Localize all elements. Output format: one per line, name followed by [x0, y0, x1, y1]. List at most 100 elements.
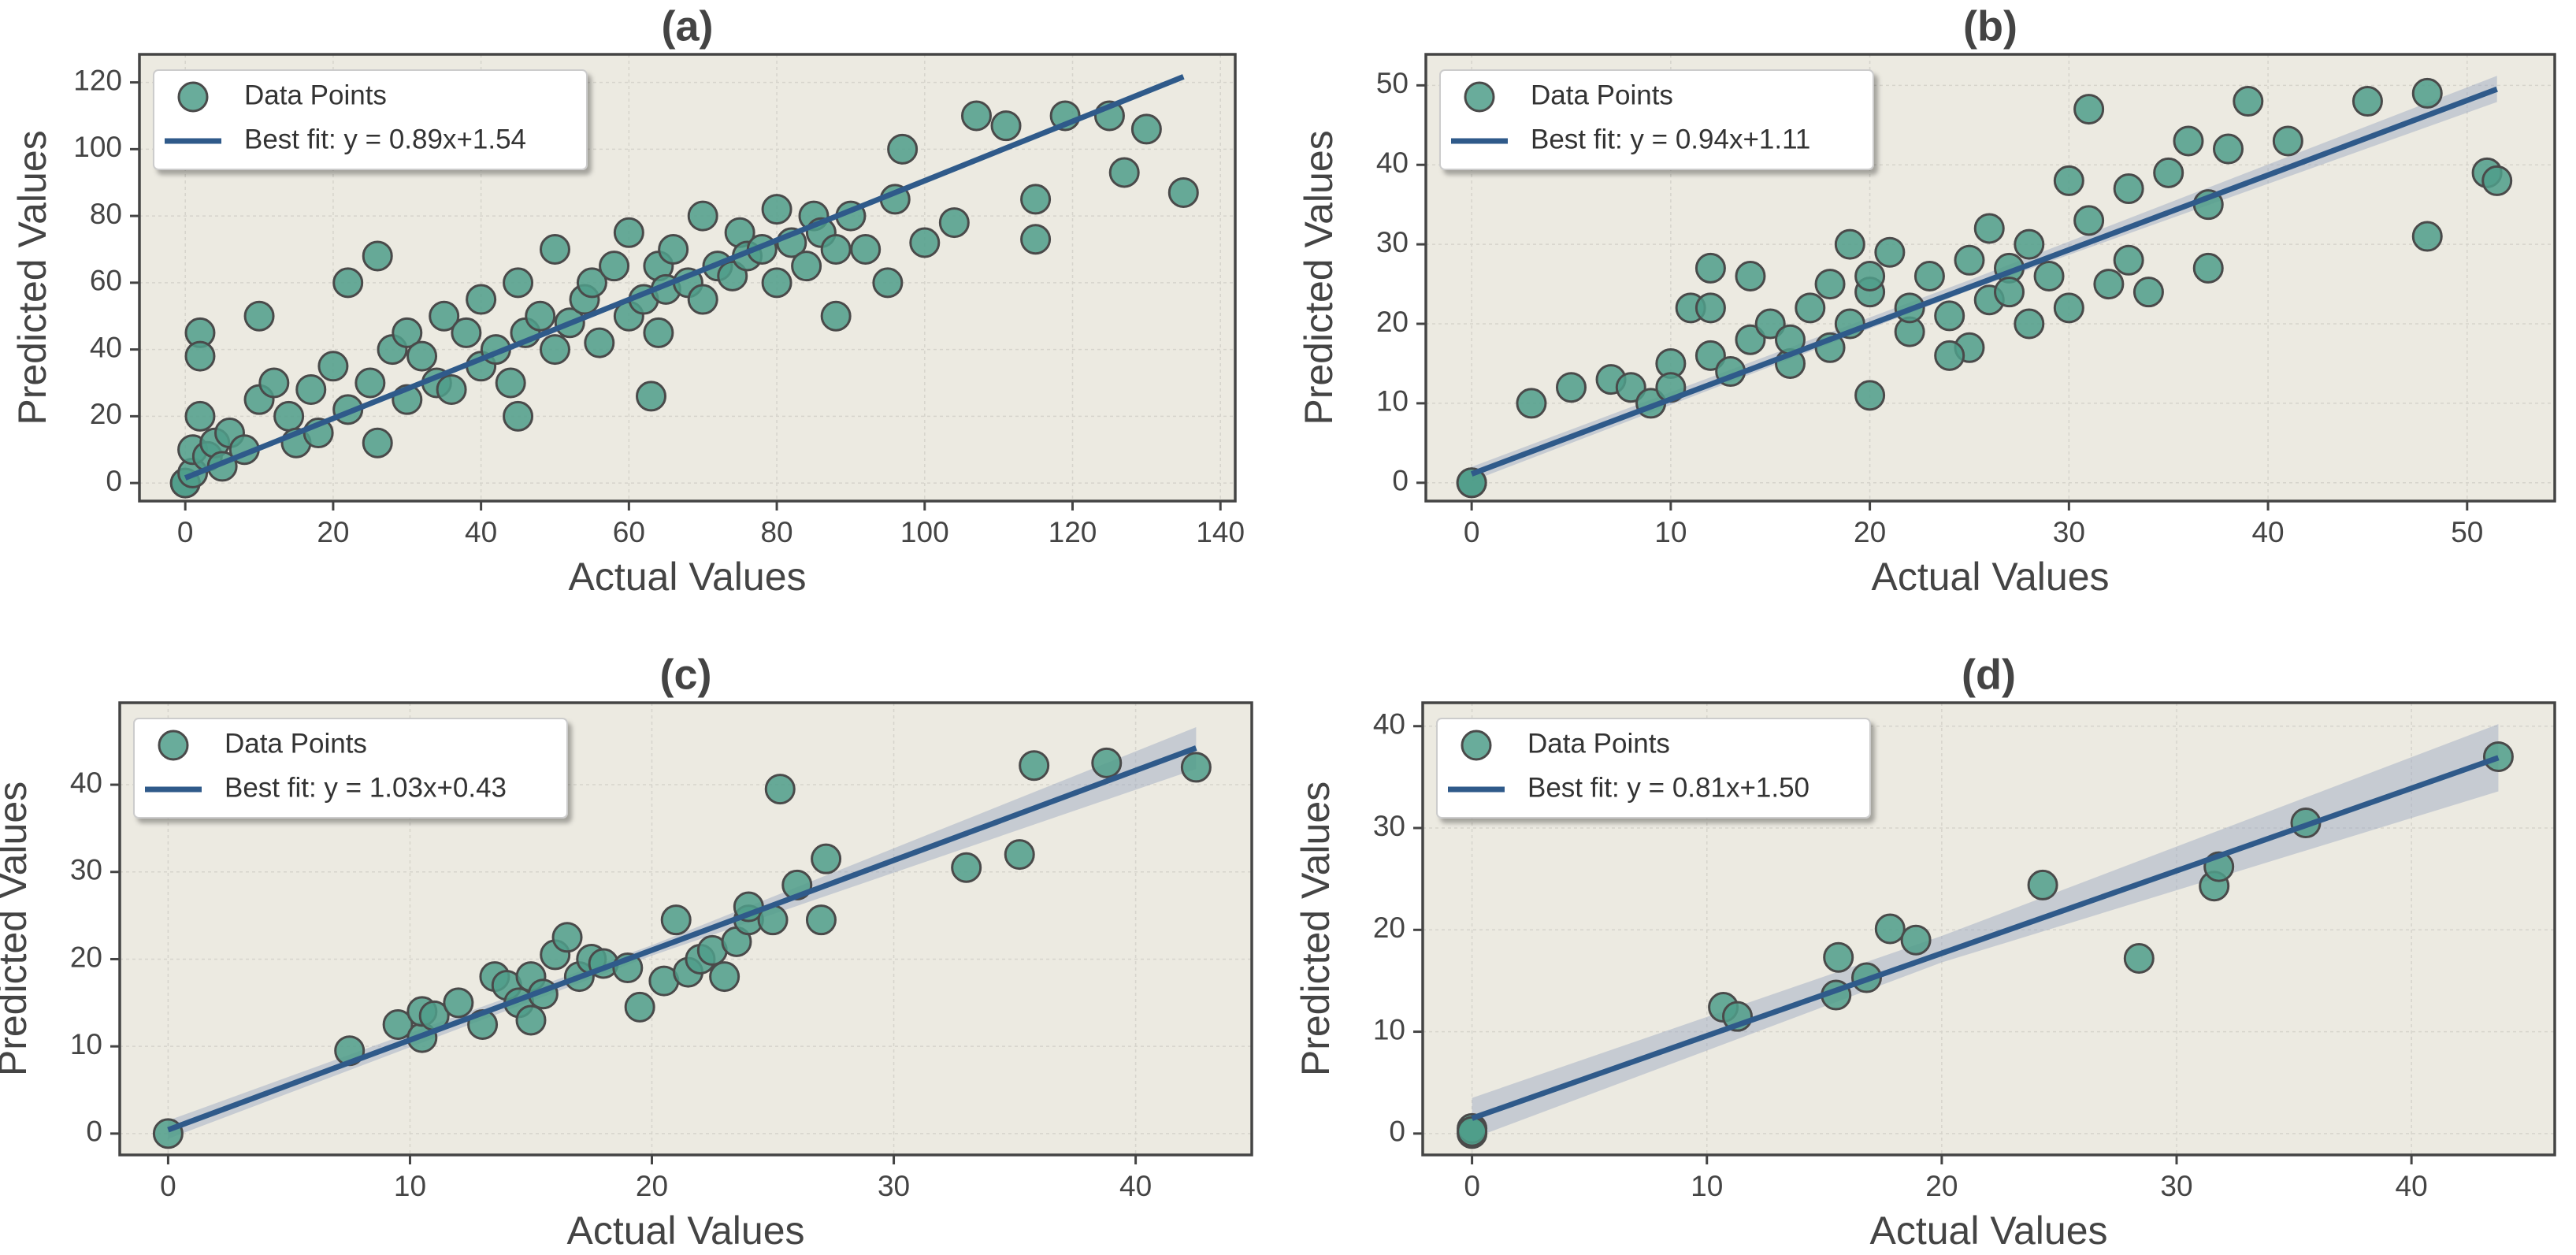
data-point: [2053, 292, 2084, 324]
data-point: [820, 233, 852, 265]
data-point: [2481, 165, 2513, 196]
x-tick-label: 40: [2396, 1170, 2428, 1202]
y-tick-label: 0: [1389, 1116, 1405, 1148]
legend-label: Data Points: [244, 80, 387, 110]
x-tick-label: 0: [160, 1170, 176, 1202]
data-point: [660, 904, 692, 936]
x-tick-label: 30: [2160, 1170, 2192, 1202]
x-tick-label: 40: [465, 516, 497, 548]
data-point: [429, 300, 460, 332]
data-point: [624, 991, 655, 1023]
data-point: [2233, 86, 2264, 117]
y-tick-label: 20: [70, 941, 102, 973]
data-point: [2014, 228, 2045, 260]
subplot: 0 10 20 30 40 50 0 10 20 30 40 50 (b) Actual Values Pr…: [1297, 2, 2556, 599]
data-point: [503, 400, 534, 432]
data-point: [495, 367, 526, 399]
data-point: [184, 400, 216, 432]
data-point: [515, 1004, 547, 1036]
data-point: [1555, 372, 1587, 403]
y-tick-label: 30: [1376, 226, 1409, 258]
x-tick-label: 140: [1196, 516, 1245, 548]
subplot-title: (c): [660, 651, 712, 698]
x-tick-label: 0: [1464, 1170, 1480, 1202]
data-point: [1874, 236, 1906, 268]
data-point: [2053, 165, 2084, 196]
data-point: [1019, 750, 1050, 782]
fit-line: [1471, 755, 2500, 1121]
data-point: [850, 233, 882, 265]
legend-label: Data Points: [1531, 80, 1673, 110]
data-point: [1973, 213, 2005, 244]
data-point: [551, 922, 583, 953]
legend-label: Best fit: y = 0.81x+1.50: [1527, 772, 1810, 803]
data-point: [1854, 380, 1886, 411]
data-point: [1934, 340, 1965, 371]
y-tick-label: 30: [1373, 810, 1405, 842]
data-point: [2113, 244, 2144, 276]
x-tick-label: 30: [2053, 516, 2085, 548]
x-tick-label: 60: [613, 516, 645, 548]
data-point: [2132, 277, 2164, 308]
plot-marks: [1456, 76, 2513, 499]
legend: Data Points Best fit: y = 0.94x+1.11: [1439, 69, 1874, 170]
fit-line: [167, 745, 1197, 1133]
confidence-band: [1472, 724, 2499, 1139]
legend: Data Points Best fit: y = 0.81x+1.50: [1436, 718, 1871, 819]
plot-marks: [1457, 724, 2514, 1149]
subplot: 0 10 20 30 40 0 10 20 30 40 (d) Actual Values Predic…: [1294, 651, 2556, 1253]
fit-line: [1470, 86, 2498, 477]
data-point: [2173, 125, 2204, 157]
y-tick-label: 60: [90, 265, 122, 297]
data-point: [2073, 205, 2105, 236]
data-point: [1694, 340, 1726, 371]
y-tick-label: 20: [1373, 912, 1405, 944]
data-point: [2014, 308, 2045, 340]
data-point: [761, 267, 792, 299]
data-point: [1814, 269, 1846, 300]
data-point: [761, 194, 792, 225]
x-axis-label: Actual Values: [1869, 1209, 2107, 1253]
y-tick-label: 0: [1392, 465, 1409, 497]
legend-marker: [158, 730, 189, 761]
data-point: [2123, 942, 2155, 974]
data-point: [990, 110, 1022, 142]
y-tick-label: 10: [70, 1028, 102, 1060]
data-point: [1954, 244, 1985, 276]
data-point: [362, 240, 393, 272]
data-point: [1457, 1116, 1488, 1147]
data-point: [1874, 913, 1906, 945]
y-tick-label: 20: [90, 398, 122, 430]
subplot: 0 20 40 60 80 100 120 140 0 20 40 60 80 100 120 (a) Actu…: [10, 2, 1245, 599]
data-point: [539, 334, 570, 366]
data-point: [451, 317, 482, 348]
x-tick-label: 20: [317, 516, 349, 548]
data-point: [658, 233, 689, 265]
x-tick-label: 40: [1119, 1170, 1152, 1202]
data-point: [1180, 752, 1212, 783]
data-point: [317, 351, 349, 382]
legend: Data Points Best fit: y = 0.89x+1.54: [153, 69, 588, 170]
y-tick-label: 40: [70, 767, 102, 799]
x-axis-label: Actual Values: [568, 555, 806, 599]
data-point: [1754, 308, 1786, 340]
y-tick-label: 10: [1376, 385, 1409, 418]
x-tick-label: 0: [1464, 516, 1480, 548]
x-tick-label: 30: [878, 1170, 910, 1202]
data-point: [1694, 252, 1726, 284]
x-tick-label: 0: [177, 516, 194, 548]
data-point: [2272, 125, 2303, 157]
legend: Data Points Best fit: y = 1.03x+0.43: [133, 718, 568, 819]
data-point: [1456, 467, 1487, 499]
data-point: [243, 300, 275, 332]
data-point: [1900, 924, 1932, 956]
plot-frame: [118, 701, 1253, 1157]
data-point: [354, 367, 386, 399]
y-tick-label: 80: [90, 198, 122, 230]
data-point: [2411, 77, 2443, 109]
data-point: [1834, 228, 1865, 260]
y-tick-label: 30: [70, 854, 102, 886]
x-tick-label: 10: [1654, 516, 1687, 548]
